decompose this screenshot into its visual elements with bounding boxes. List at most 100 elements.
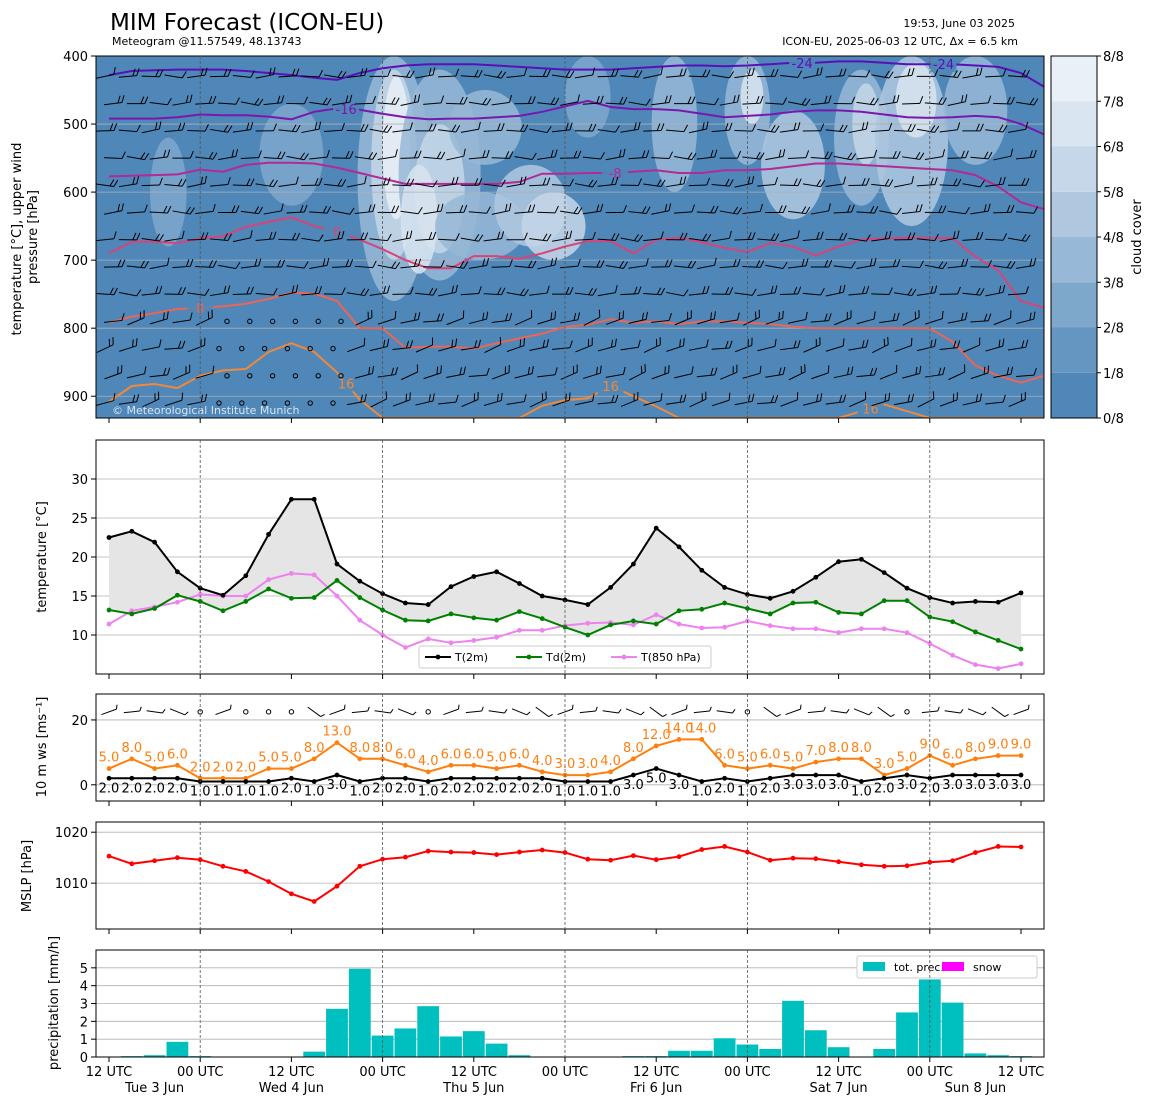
barb-shaft bbox=[779, 293, 799, 295]
wind-barb bbox=[506, 232, 528, 241]
barb-flag bbox=[851, 153, 857, 161]
barb-shaft bbox=[879, 371, 897, 380]
wind-barb bbox=[620, 234, 643, 242]
barb-flag bbox=[413, 312, 417, 321]
barb-shaft bbox=[628, 318, 647, 324]
barb-shaft bbox=[400, 319, 419, 324]
barb-flag bbox=[349, 259, 354, 267]
wind-barb bbox=[711, 392, 731, 407]
barb-shaft bbox=[369, 346, 388, 352]
barb-flag bbox=[554, 367, 558, 375]
barb-flag bbox=[774, 233, 780, 241]
barb-flag bbox=[500, 392, 503, 401]
wind-barb bbox=[460, 286, 482, 296]
wind-barb bbox=[149, 97, 172, 106]
gust-data-label: 2.0 bbox=[235, 760, 256, 775]
barb-flag bbox=[478, 178, 483, 186]
barb-flag bbox=[865, 177, 870, 186]
temperature-point bbox=[973, 629, 978, 635]
barb-flag bbox=[109, 179, 115, 187]
barb-shaft bbox=[400, 157, 419, 159]
pressure-axis-label: temperature [°C], upper wind pressure [h… bbox=[10, 139, 41, 336]
barb-shaft bbox=[255, 292, 274, 296]
barb-flag bbox=[250, 122, 254, 130]
barb-shaft bbox=[278, 291, 297, 297]
barb-shaft bbox=[848, 292, 867, 296]
mean-wind-data-label: 1.0 bbox=[555, 785, 576, 800]
barb-flag bbox=[622, 148, 626, 157]
barb-flag bbox=[565, 393, 567, 402]
temperature-point bbox=[357, 578, 363, 584]
barb-shaft bbox=[240, 157, 259, 160]
wind-barb bbox=[560, 94, 580, 106]
barb-flag bbox=[759, 203, 763, 212]
colorbar-tick-label: 5/8 bbox=[1103, 186, 1124, 201]
barb-flag bbox=[956, 392, 958, 400]
barb-flag bbox=[554, 149, 558, 157]
barb-shaft bbox=[101, 708, 117, 716]
barb-flag bbox=[793, 178, 798, 186]
mean-wind-data-label: 2.0 bbox=[532, 781, 553, 796]
barb-flag bbox=[451, 177, 455, 185]
precipitation-bar bbox=[326, 1008, 348, 1057]
barb-flag bbox=[144, 152, 150, 160]
wind-barb bbox=[118, 289, 142, 297]
wind-barb bbox=[483, 179, 506, 187]
colorbar-blocks bbox=[1051, 56, 1097, 418]
wind-point bbox=[494, 775, 499, 781]
barb-shaft bbox=[924, 374, 943, 378]
barb-shaft bbox=[894, 183, 912, 188]
wind-panel-frame bbox=[95, 693, 1045, 802]
barb-flag bbox=[851, 204, 855, 213]
mslp-point bbox=[973, 850, 978, 855]
wind-barb bbox=[780, 122, 801, 133]
barb-shaft bbox=[187, 292, 206, 296]
barb-flag bbox=[140, 152, 146, 160]
temperature-point bbox=[539, 593, 545, 599]
wind-barb bbox=[104, 203, 124, 215]
barb-flag bbox=[622, 310, 624, 319]
wind-barb bbox=[514, 366, 534, 379]
barb-flag bbox=[637, 339, 641, 348]
wind-barb bbox=[423, 365, 442, 380]
barb-shaft bbox=[947, 265, 966, 269]
barb-flag bbox=[1025, 286, 1029, 294]
barb-flag bbox=[615, 233, 620, 241]
barb-shaft bbox=[169, 708, 186, 716]
temperature-point bbox=[859, 626, 864, 632]
barb-flag bbox=[478, 339, 482, 348]
barb-flag bbox=[640, 711, 645, 716]
barb-shaft bbox=[742, 102, 761, 105]
barb-flag bbox=[501, 287, 506, 295]
barb-flag bbox=[409, 392, 411, 400]
wind-barb bbox=[719, 312, 740, 324]
barb-flag bbox=[478, 286, 482, 294]
barb-flag bbox=[941, 310, 944, 319]
wind-barb bbox=[651, 365, 670, 380]
barb-flag bbox=[732, 366, 734, 374]
barb-flag bbox=[782, 205, 787, 213]
barb-flag bbox=[979, 231, 984, 240]
temperature-point bbox=[995, 599, 1001, 605]
barb-flag bbox=[204, 124, 209, 132]
barb-shaft bbox=[355, 317, 373, 326]
barb-flag bbox=[440, 95, 445, 104]
wind-barb bbox=[985, 124, 1008, 133]
mean-wind-data-label: 1.0 bbox=[691, 785, 712, 800]
wind-barb bbox=[354, 365, 375, 379]
barb-flag bbox=[526, 711, 531, 716]
barb-flag bbox=[159, 69, 164, 77]
wind-barb bbox=[825, 176, 846, 188]
barb-shaft bbox=[810, 320, 829, 323]
barb-flag bbox=[273, 179, 278, 187]
barb-shaft bbox=[924, 102, 943, 105]
barb-shaft bbox=[944, 710, 961, 714]
barb-flag bbox=[592, 67, 596, 76]
barb-flag bbox=[486, 98, 492, 106]
barb-flag bbox=[664, 259, 669, 268]
wind-barb bbox=[560, 364, 578, 380]
barb-flag bbox=[181, 340, 186, 349]
barb-flag bbox=[341, 179, 347, 187]
barb-flag bbox=[842, 338, 845, 347]
barb-shaft bbox=[232, 129, 251, 133]
